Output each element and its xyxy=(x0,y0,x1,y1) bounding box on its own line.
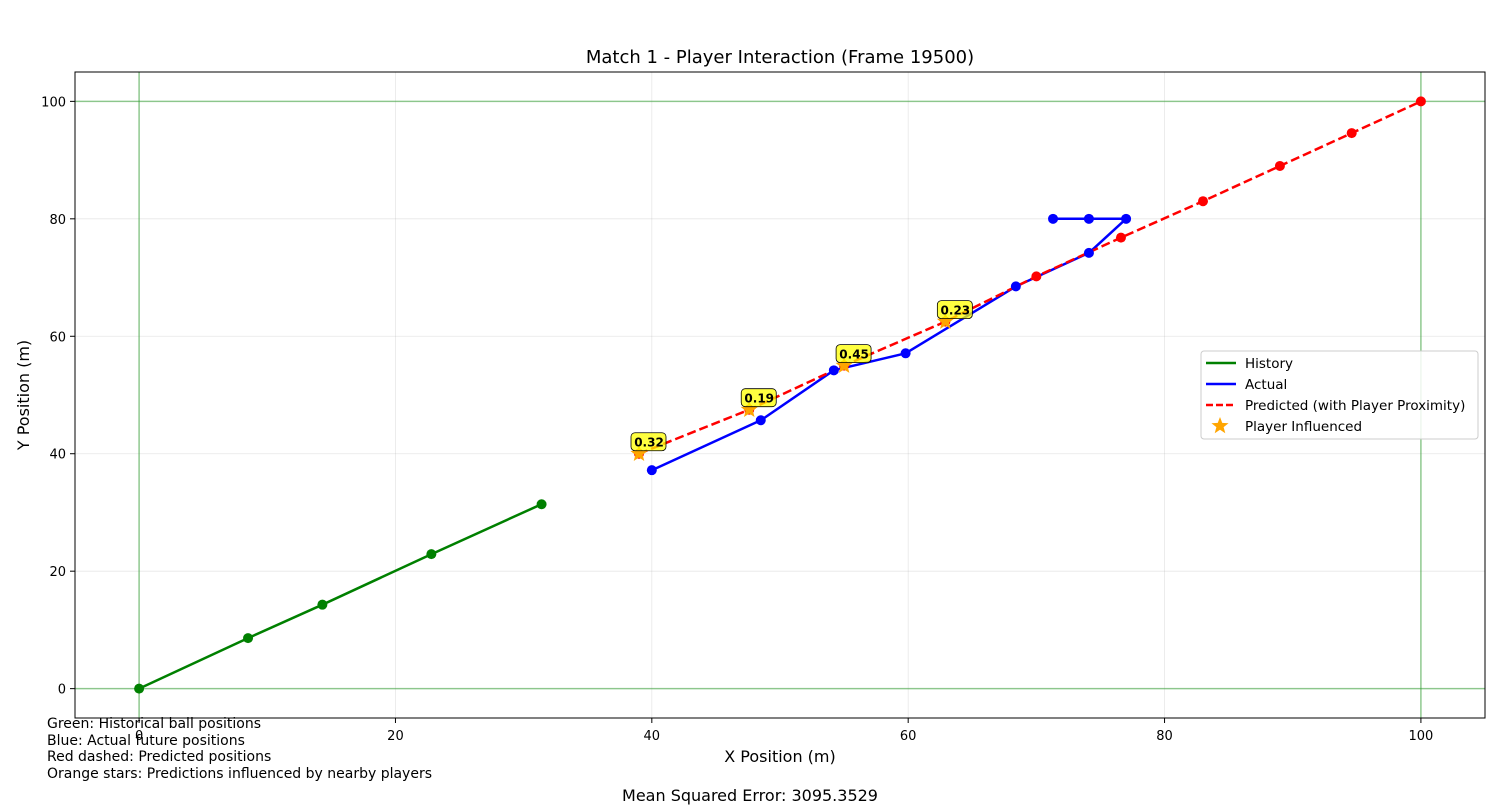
legend-label-history: History xyxy=(1245,356,1293,372)
x-tick-label: 100 xyxy=(1408,729,1433,744)
player-influenced-star xyxy=(936,312,954,329)
predicted-point xyxy=(1115,232,1126,243)
note-line: Orange stars: Predictions influenced by … xyxy=(47,765,433,782)
x-tick-label: 40 xyxy=(644,729,661,744)
y-tick-label: 40 xyxy=(49,448,66,463)
history-point xyxy=(243,633,254,644)
chart-title: Match 1 - Player Interaction (Frame 1950… xyxy=(586,47,974,68)
y-tick-label: 20 xyxy=(49,565,66,580)
history-point xyxy=(317,599,328,610)
x-axis: 0 20 40 60 80 100 xyxy=(135,718,1433,744)
legend-label-actual: Actual xyxy=(1245,377,1287,393)
history-series-line xyxy=(138,503,543,690)
actual-point xyxy=(900,348,911,359)
y-axis-label: Y Position (m) xyxy=(14,340,33,451)
history-point xyxy=(536,499,547,510)
legend-label-predicted: Predicted (with Player Proximity) xyxy=(1245,398,1465,414)
predicted-point xyxy=(1346,128,1357,139)
y-tick-label: 60 xyxy=(49,330,66,345)
actual-point xyxy=(1083,213,1094,224)
predicted-series-line xyxy=(638,100,1422,455)
plot-area-frame xyxy=(74,71,1486,719)
predicted-point xyxy=(1031,271,1042,282)
y-axis: 0 20 40 60 80 100 xyxy=(41,95,75,698)
legend-swatch-player xyxy=(1211,417,1229,434)
legend-label-player: Player Influenced xyxy=(1245,419,1362,435)
influence-label-box xyxy=(630,432,667,452)
player-influenced-star xyxy=(630,444,648,462)
actual-point xyxy=(646,465,657,476)
predicted-point xyxy=(1198,196,1208,207)
actual-point xyxy=(1121,213,1132,224)
player-influenced-star xyxy=(835,356,853,373)
x-tick-label: 20 xyxy=(387,729,404,744)
predicted-point xyxy=(1274,160,1285,171)
note-line: Blue: Actual future positions xyxy=(47,732,245,749)
actual-point xyxy=(1010,281,1021,292)
actual-point xyxy=(828,365,839,376)
note-line: Green: Historical ball positions xyxy=(47,716,262,732)
predicted-point xyxy=(1415,96,1426,107)
influence-label-box xyxy=(936,300,973,319)
y-tick-label: 100 xyxy=(41,95,66,110)
x-tick-label: 0 xyxy=(135,729,143,744)
legend-frame xyxy=(1200,350,1479,440)
actual-point xyxy=(755,415,766,426)
influence-annotations: 0.32 0.19 0.45 0.23 xyxy=(630,300,973,462)
history-point xyxy=(426,549,437,560)
player-influenced-star xyxy=(740,400,758,417)
influence-label: 0.19 xyxy=(744,392,774,406)
influence-label: 0.45 xyxy=(839,348,869,362)
actual-point xyxy=(1083,247,1094,258)
legend: History Actual Predicted (with Player Prox… xyxy=(1200,350,1479,440)
mse-text: Mean Squared Error: 3095.3529 xyxy=(622,786,878,805)
x-tick-label: 60 xyxy=(900,729,917,744)
influence-label-box xyxy=(835,344,872,364)
influence-label-box xyxy=(740,388,777,408)
y-tick-label: 0 xyxy=(58,683,66,698)
notes-block: Green: Historical ball positions Blue: Ac… xyxy=(47,716,432,782)
influence-label: 0.32 xyxy=(634,436,664,450)
note-line: Red dashed: Predicted positions xyxy=(47,749,272,765)
history-point xyxy=(134,683,145,694)
influence-label: 0.23 xyxy=(941,304,971,318)
actual-point xyxy=(1048,213,1059,224)
actual-series-line xyxy=(651,217,1128,472)
x-axis-label: X Position (m) xyxy=(724,747,836,766)
y-tick-label: 80 xyxy=(49,213,66,228)
x-tick-label: 80 xyxy=(1156,729,1173,744)
